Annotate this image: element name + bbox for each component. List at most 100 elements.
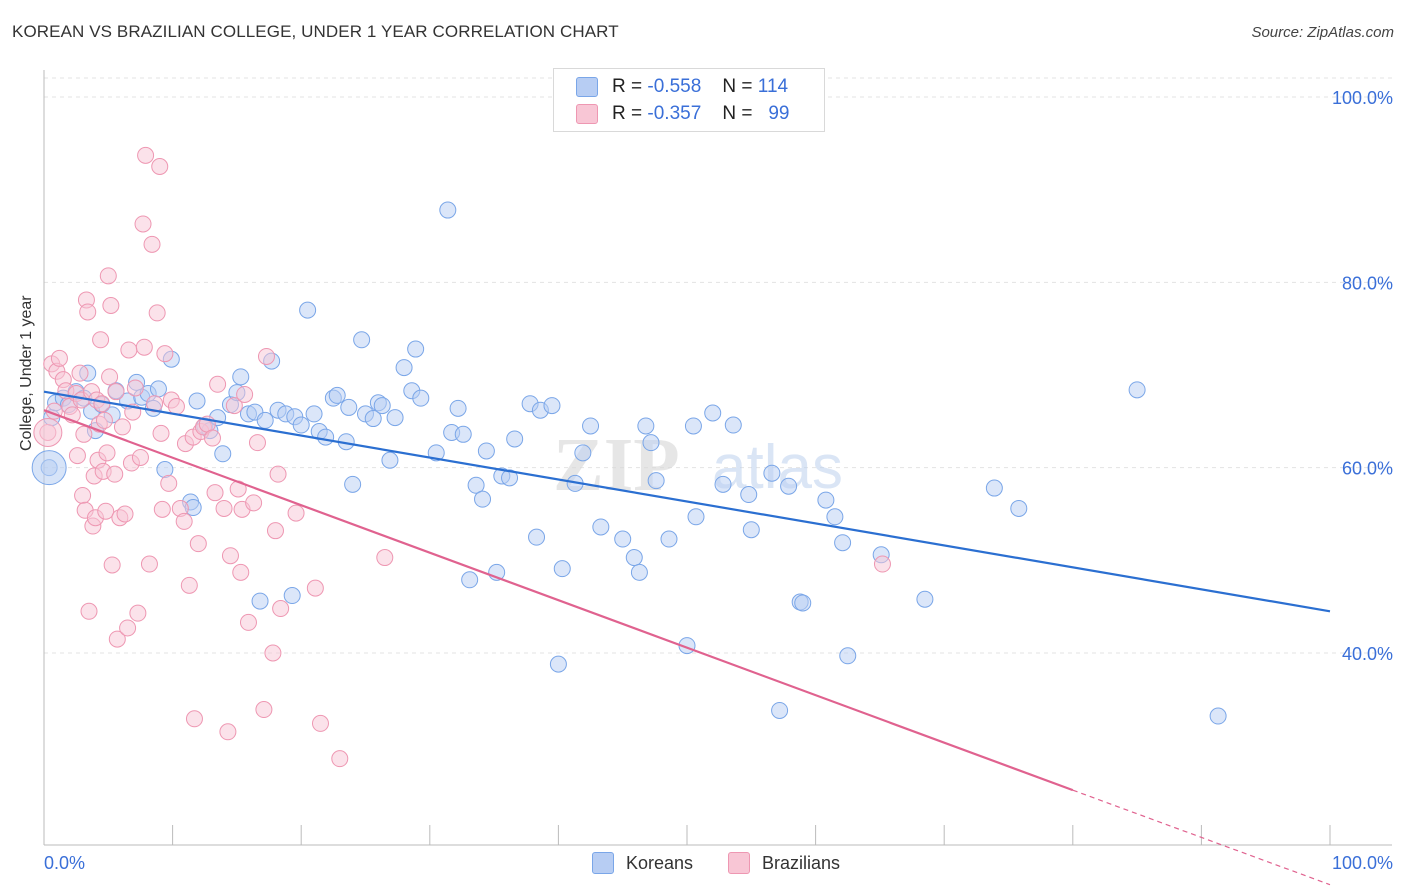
point-brazilians	[119, 619, 137, 637]
legend-row-koreans: R = -0.558 N = 114	[576, 74, 788, 100]
point-brazilians	[376, 549, 394, 567]
point-brazilians	[221, 547, 239, 565]
point-koreans	[373, 397, 391, 415]
point-brazilians	[175, 512, 193, 530]
point-brazilians	[134, 215, 152, 233]
point-koreans	[630, 563, 648, 581]
point-brazilians	[239, 613, 257, 631]
point-brazilians	[180, 576, 198, 594]
point-koreans	[214, 445, 232, 463]
point-koreans	[317, 428, 335, 446]
point-koreans	[305, 405, 323, 423]
point-brazilians	[92, 331, 110, 349]
point-brazilians	[148, 304, 166, 322]
point-brazilians	[97, 502, 115, 520]
point-brazilians	[185, 710, 203, 728]
point-koreans	[592, 518, 610, 536]
point-koreans	[395, 359, 413, 377]
point-brazilians	[153, 500, 171, 518]
point-koreans	[1209, 707, 1227, 725]
point-koreans	[474, 490, 492, 508]
point-brazilians	[167, 398, 185, 416]
point-brazilians	[151, 158, 169, 175]
point-koreans	[625, 549, 643, 567]
point-brazilians	[71, 364, 89, 382]
point-brazilians	[75, 425, 93, 443]
legend-swatch-koreans	[576, 77, 598, 97]
point-koreans	[251, 592, 269, 610]
point-brazilians	[269, 465, 287, 483]
point-koreans	[614, 530, 632, 548]
legend-n-value-koreans: 114	[757, 76, 789, 97]
trend-line-koreans	[43, 390, 1331, 613]
x-tick-label: 0.0%	[44, 853, 85, 873]
point-brazilians	[232, 563, 250, 581]
point-brazilians	[101, 368, 119, 386]
point-koreans	[477, 442, 495, 460]
point-brazilians	[98, 444, 116, 462]
legend-r-value-brazilians: -0.357	[647, 103, 702, 124]
point-koreans	[780, 477, 798, 495]
point-koreans	[427, 444, 445, 462]
point-brazilians	[873, 555, 891, 573]
point-koreans	[340, 398, 358, 416]
point-koreans	[364, 410, 382, 428]
point-koreans	[292, 416, 310, 434]
point-brazilians	[156, 345, 174, 363]
point-brazilians	[131, 448, 149, 466]
point-koreans	[439, 201, 457, 219]
point-koreans	[660, 530, 678, 548]
point-brazilians	[106, 465, 124, 483]
point-koreans	[985, 479, 1003, 497]
point-koreans	[543, 397, 561, 415]
point-koreans	[353, 331, 371, 349]
chart-source: Source: ZipAtlas.com	[1251, 24, 1394, 41]
point-brazilians	[152, 424, 170, 442]
legend-n-label: N =	[722, 76, 753, 97]
point-brazilians	[80, 602, 98, 620]
legend-n-label: N =	[722, 103, 753, 124]
y-tick-label: 60.0%	[1342, 459, 1393, 479]
point-koreans	[834, 534, 852, 552]
bottom-legend-brazilians: Brazilians	[728, 852, 840, 874]
point-koreans	[916, 590, 934, 608]
chart-title: KOREAN VS BRAZILIAN COLLEGE, UNDER 1 YEA…	[12, 22, 619, 41]
point-brazilians	[116, 505, 134, 523]
bottom-legend-label-brazilians: Brazilians	[762, 852, 841, 873]
point-brazilians	[74, 486, 92, 504]
point-koreans	[344, 475, 362, 493]
point-koreans	[506, 430, 524, 448]
bottom-legend-koreans: Koreans	[592, 852, 693, 874]
point-brazilians	[126, 379, 144, 397]
point-brazilians	[311, 714, 329, 732]
point-brazilians	[209, 375, 227, 393]
point-brazilians	[225, 397, 243, 415]
point-brazilians	[50, 349, 68, 367]
point-brazilians	[33, 417, 63, 447]
point-brazilians	[331, 750, 349, 768]
point-brazilians	[266, 522, 284, 540]
point-koreans	[454, 425, 472, 443]
point-koreans	[412, 389, 430, 407]
point-brazilians	[137, 146, 155, 164]
legend-swatch-brazilians	[576, 104, 598, 124]
point-koreans	[501, 469, 519, 487]
point-brazilians	[189, 535, 207, 553]
point-brazilians	[203, 429, 221, 447]
point-brazilians	[206, 484, 224, 502]
point-brazilians	[287, 504, 305, 522]
y-tick-label: 100.0%	[1332, 88, 1393, 108]
point-koreans	[742, 521, 760, 539]
point-koreans	[771, 701, 789, 719]
point-brazilians	[257, 347, 275, 365]
point-koreans	[549, 655, 567, 673]
point-koreans	[283, 587, 301, 605]
point-brazilians	[236, 385, 254, 403]
point-koreans	[467, 476, 485, 494]
point-brazilians	[68, 447, 86, 465]
point-koreans	[299, 301, 317, 319]
point-koreans	[256, 411, 274, 429]
point-koreans	[188, 392, 206, 410]
point-brazilians	[146, 395, 164, 413]
